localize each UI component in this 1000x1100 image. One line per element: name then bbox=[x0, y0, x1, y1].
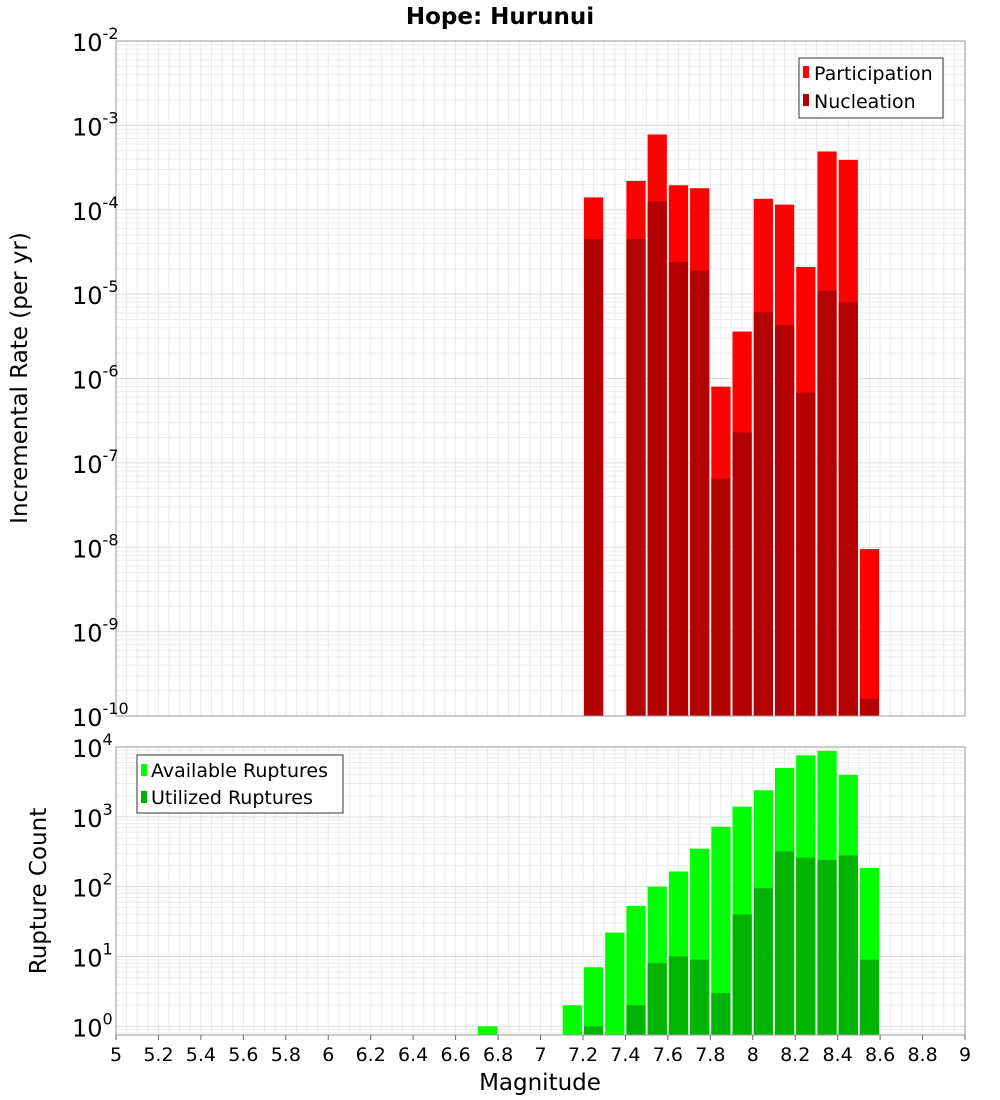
x-tick-label: 6 bbox=[322, 1044, 334, 1066]
x-tick-label: 7 bbox=[534, 1044, 546, 1066]
count-available-ruptures-bar bbox=[583, 967, 604, 1035]
legend-label-available: Available Ruptures bbox=[151, 760, 328, 782]
rate-nucleation-bar bbox=[668, 262, 689, 716]
rate-y-tick-label: 10-5 bbox=[72, 277, 119, 310]
x-tick-label: 6.6 bbox=[440, 1044, 470, 1066]
count-available-ruptures-bar bbox=[605, 932, 625, 1035]
count-y-axis-label: Rupture Count bbox=[26, 808, 52, 974]
rate-nucleation-bar bbox=[859, 698, 880, 716]
count-legend: Available Ruptures Utilized Ruptures bbox=[136, 754, 344, 814]
rate-plot-frame bbox=[115, 40, 966, 717]
legend-swatch-available bbox=[141, 764, 147, 776]
x-tick-label: 8.8 bbox=[907, 1044, 937, 1066]
legend-swatch-nucleation bbox=[803, 94, 809, 106]
rate-y-tick-label: 10-9 bbox=[72, 615, 119, 648]
count-y-tick-label: 101 bbox=[72, 939, 113, 972]
count-available-ruptures-bar bbox=[477, 1026, 498, 1035]
chart-title: Hope: Hurunui bbox=[406, 4, 594, 30]
legend-label-nucleation: Nucleation bbox=[814, 91, 916, 113]
rate-y-tick-label: 10-8 bbox=[72, 530, 119, 563]
x-tick-label: 6.8 bbox=[483, 1044, 513, 1066]
count-y-tick-label: 102 bbox=[72, 870, 113, 903]
x-tick-label: 5.8 bbox=[271, 1044, 301, 1066]
x-tick-label: 6.2 bbox=[356, 1044, 386, 1066]
count-utilized-ruptures-bar bbox=[668, 956, 689, 1035]
count-utilized-ruptures-bar bbox=[626, 1005, 646, 1035]
x-tick-label: 7.6 bbox=[653, 1044, 683, 1066]
x-tick-label: 5.6 bbox=[228, 1044, 258, 1066]
count-utilized-ruptures-bar bbox=[690, 959, 710, 1035]
rate-nucleation-bar bbox=[732, 432, 752, 716]
count-bars bbox=[477, 750, 880, 1035]
rate-nucleation-bar bbox=[753, 312, 773, 716]
rate-grid bbox=[115, 41, 966, 717]
count-y-tick-label: 104 bbox=[72, 730, 113, 763]
count-y-tick-label: 103 bbox=[72, 800, 113, 833]
rate-y-axis-label: Incremental Rate (per yr) bbox=[7, 232, 33, 524]
rate-nucleation-bar bbox=[838, 302, 858, 716]
rate-nucleation-bar bbox=[711, 478, 731, 716]
count-utilized-ruptures-bar bbox=[711, 992, 731, 1035]
count-utilized-ruptures-bar bbox=[859, 959, 880, 1035]
count-utilized-ruptures-bar bbox=[753, 888, 773, 1035]
rate-y-tick-label: 10-6 bbox=[72, 362, 119, 395]
rate-y-tick-label: 10-3 bbox=[72, 108, 119, 141]
count-y-tick-label: 100 bbox=[72, 1009, 113, 1042]
count-panel: 104 103 102 101 100 5 5.2 5.4 5.6 5.8 6 6.2 6.4 6.6 6… bbox=[26, 730, 971, 1096]
x-tick-label: 7.2 bbox=[568, 1044, 598, 1066]
x-tick-label: 5.2 bbox=[143, 1044, 173, 1066]
x-axis-label: Magnitude bbox=[479, 1070, 601, 1096]
rate-y-tick-label: 10-7 bbox=[72, 446, 119, 479]
count-utilized-ruptures-bar bbox=[732, 914, 752, 1035]
legend-label-participation: Participation bbox=[814, 63, 933, 85]
x-tick-label: 7.8 bbox=[695, 1044, 725, 1066]
rate-bars bbox=[583, 134, 880, 717]
rate-panel: 10-2 10-3 10-4 10-5 10-6 10-7 10-8 10-9 10-10 In… bbox=[7, 24, 966, 732]
rate-nucleation-bar bbox=[796, 392, 816, 716]
x-tick-label: 5 bbox=[110, 1044, 122, 1066]
count-available-ruptures-bar bbox=[562, 1005, 582, 1035]
x-tick-label: 8.6 bbox=[865, 1044, 895, 1066]
rate-y-tick-label: 10-4 bbox=[72, 193, 119, 226]
count-y-ticks: 104 103 102 101 100 bbox=[72, 730, 113, 1042]
count-utilized-ruptures-bar bbox=[796, 857, 816, 1035]
count-utilized-ruptures-bar bbox=[774, 851, 795, 1035]
count-utilized-ruptures-bar bbox=[583, 1026, 604, 1035]
rate-nucleation-bar bbox=[690, 270, 710, 716]
count-utilized-ruptures-bar bbox=[838, 855, 858, 1035]
rate-nucleation-bar bbox=[626, 239, 646, 716]
x-tick-label: 7.4 bbox=[610, 1044, 640, 1066]
x-tick-label: 6.4 bbox=[398, 1044, 428, 1066]
rate-participation-bar bbox=[859, 549, 880, 716]
x-tick-label: 8 bbox=[747, 1044, 759, 1066]
rate-nucleation-bar bbox=[647, 201, 667, 716]
count-available-ruptures-bar bbox=[711, 826, 731, 1035]
x-tick-label: 9 bbox=[959, 1044, 971, 1066]
x-tick-label: 8.4 bbox=[823, 1044, 853, 1066]
rate-nucleation-bar bbox=[817, 290, 837, 716]
count-utilized-ruptures-bar bbox=[647, 963, 667, 1035]
count-available-ruptures-bar bbox=[626, 905, 646, 1035]
count-utilized-ruptures-bar bbox=[817, 860, 837, 1035]
rate-nucleation-bar bbox=[774, 325, 795, 716]
rate-y-ticks: 10-2 10-3 10-4 10-5 10-6 10-7 10-8 10-9 10-10 bbox=[72, 24, 129, 732]
rate-y-tick-label: 10-10 bbox=[72, 699, 129, 732]
rate-legend-box bbox=[798, 57, 944, 119]
rate-y-tick-label: 10-2 bbox=[72, 24, 119, 57]
count-legend-box bbox=[136, 754, 344, 814]
rate-nucleation-bar bbox=[583, 239, 604, 716]
legend-swatch-utilized bbox=[141, 791, 147, 803]
legend-label-utilized: Utilized Ruptures bbox=[151, 787, 313, 809]
magnitude-x-ticks: 5 5.2 5.4 5.6 5.8 6 6.2 6.4 6.6 6.8 7 7.2 7.4 7.6 7.8 8… bbox=[110, 1035, 971, 1066]
x-tick-label: 5.4 bbox=[186, 1044, 216, 1066]
x-tick-label: 8.2 bbox=[780, 1044, 810, 1066]
rate-legend: Participation Nucleation bbox=[798, 57, 944, 119]
legend-swatch-participation bbox=[803, 66, 809, 78]
